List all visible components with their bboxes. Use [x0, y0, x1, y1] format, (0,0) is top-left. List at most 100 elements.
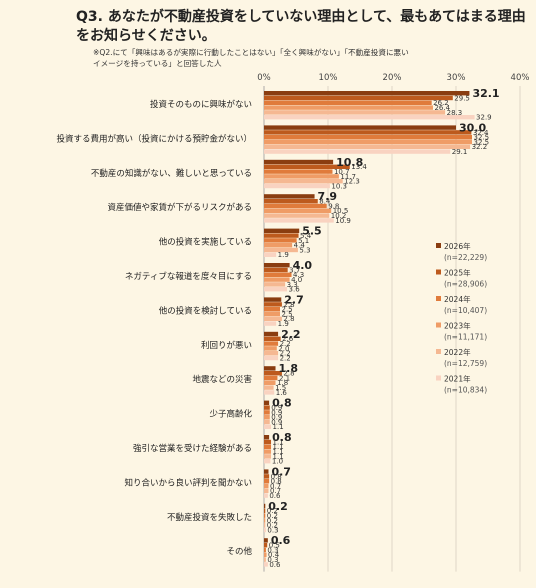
category-label: 他の投資を実施している	[159, 237, 252, 248]
legend-label: 2023年	[444, 321, 471, 331]
legend-swatch	[436, 322, 441, 328]
bar	[264, 144, 471, 149]
value-label: 10.5	[333, 207, 349, 215]
value-label: 28.3	[447, 109, 463, 117]
value-label: 30.0	[459, 121, 486, 134]
legend-label: 2026年	[444, 241, 471, 251]
bar	[264, 543, 268, 548]
bar	[264, 277, 290, 282]
value-label: 2.7	[284, 293, 304, 306]
bar	[264, 307, 280, 312]
legend-swatch	[436, 375, 441, 381]
category-label: 知り合いから良い評判を聞かない	[124, 477, 252, 488]
legend-sample-size: (n=12,759)	[444, 359, 487, 368]
value-label: 12.3	[344, 178, 360, 186]
value-label: 1.1	[273, 438, 284, 446]
value-label: 0.9	[271, 414, 282, 422]
value-label: 0.5	[269, 542, 280, 550]
legend-sample-size: (n=10,407)	[444, 306, 487, 315]
bar	[264, 523, 266, 528]
value-label: 2.8	[283, 301, 294, 309]
value-label: 10.3	[331, 182, 347, 190]
bar	[264, 91, 470, 96]
value-label: 1.6	[276, 389, 288, 397]
value-label: 0.9	[271, 409, 282, 417]
bar	[264, 179, 343, 184]
bar	[264, 218, 334, 223]
bar	[264, 346, 277, 351]
bar	[264, 366, 276, 371]
bar	[264, 449, 272, 454]
category-label: 少子高齢化	[209, 409, 252, 420]
bar	[264, 474, 270, 479]
respondent-note: ※Q2.にて「興味はあるが実際に行動したことはない」「全く興味がない」「不動産投…	[93, 48, 409, 68]
bar	[264, 454, 272, 459]
value-label: 1.9	[278, 320, 289, 328]
bar	[264, 149, 451, 154]
value-label: 0.8	[272, 397, 292, 410]
value-label: 1.8	[279, 362, 299, 375]
bar	[264, 351, 279, 356]
value-label: 7.9	[318, 190, 338, 203]
bar	[264, 355, 279, 361]
value-label: 1.5	[275, 384, 286, 392]
bar	[264, 159, 334, 165]
bar	[264, 194, 315, 199]
bar	[264, 110, 446, 115]
bar	[264, 336, 281, 341]
value-label: 0.2	[267, 512, 278, 520]
value-label: 29.5	[454, 94, 470, 102]
value-label: 2.2	[280, 354, 291, 362]
bar	[264, 380, 276, 385]
bar	[264, 385, 274, 390]
value-label: 32.1	[472, 87, 499, 100]
value-label: 32.9	[476, 114, 492, 122]
bar	[264, 390, 275, 395]
legend-label: 2022年	[444, 347, 471, 357]
value-label: 8.4	[319, 198, 331, 206]
value-label: 4.3	[293, 271, 304, 279]
value-label: 32.5	[474, 138, 490, 146]
bar	[264, 459, 271, 464]
value-label: 10.7	[334, 168, 350, 176]
category-label: 投資そのものに興味がない	[150, 99, 252, 110]
value-label: 0.2	[267, 517, 278, 525]
bar	[264, 233, 299, 238]
bar	[264, 263, 290, 268]
bar	[264, 419, 270, 425]
bar	[264, 444, 272, 449]
bars	[264, 91, 475, 567]
bar	[264, 139, 472, 145]
bar	[264, 435, 270, 440]
value-label: 0.3	[267, 526, 278, 534]
bar	[264, 424, 272, 429]
value-label: 2.2	[281, 328, 301, 341]
value-label: 2.5	[282, 310, 293, 318]
bar	[264, 105, 433, 110]
bar	[264, 483, 269, 489]
value-label: 0.2	[268, 500, 288, 513]
legend-swatch	[436, 269, 441, 275]
bar	[264, 199, 318, 204]
value-label: 0.9	[271, 418, 282, 426]
value-label: 2.5	[282, 306, 293, 314]
legend-label: 2024年	[444, 294, 471, 304]
value-label: 2.8	[283, 370, 294, 378]
value-label: 1.1	[273, 448, 284, 456]
value-label: 0.6	[269, 561, 281, 569]
category-label: 利回りが悪い	[201, 340, 252, 351]
value-label: 2.2	[280, 340, 291, 348]
value-label: 3.6	[289, 286, 301, 294]
value-label: 4.4	[294, 242, 306, 250]
bar	[264, 297, 282, 302]
bar	[264, 557, 266, 562]
bar	[264, 208, 332, 213]
value-label: 0.2	[267, 507, 278, 515]
bar	[264, 508, 266, 513]
bar	[264, 169, 333, 174]
value-label: 29.1	[452, 148, 468, 156]
chart-title: Q3. あなたが不動産投資をしていない理由として、最もあてはまる理由をお知らせく…	[76, 9, 526, 44]
category-label: その他	[226, 546, 252, 557]
category-label: 強引な営業を受けた経験がある	[133, 443, 252, 454]
legend-swatch	[436, 243, 441, 248]
